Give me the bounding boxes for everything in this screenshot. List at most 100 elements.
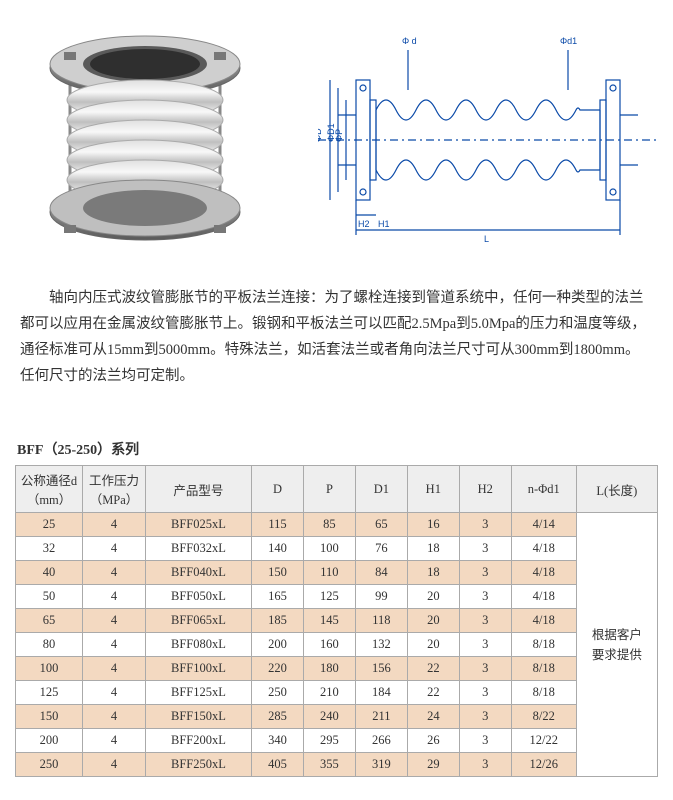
diagram-label-H1: H1: [378, 219, 390, 229]
cell-H1: 20: [407, 585, 459, 609]
cell-P: 180: [303, 657, 355, 681]
cell-H2: 3: [459, 513, 511, 537]
description-text: 轴向内压式波纹管膨胀节的平板法兰连接：为了螺栓连接到管道系统中，任何一种类型的法…: [15, 285, 658, 389]
cell-H2: 3: [459, 729, 511, 753]
cell-D: 405: [251, 753, 303, 777]
cell-D1: 118: [355, 609, 407, 633]
cell-D: 185: [251, 609, 303, 633]
diagram-label-phi-P: ΦP: [334, 129, 344, 142]
cell-D: 250: [251, 681, 303, 705]
cell-mpa: 4: [83, 513, 146, 537]
table-row: 404BFF040xL150110841834/18: [16, 561, 658, 585]
spec-table: 公称通径d（mm） 工作压力（MPa） 产品型号 D P D1 H1 H2 n-…: [15, 465, 658, 777]
engineering-diagram: Φ d Φd1 ΦD ΦD1 ΦP H2 H1 L: [318, 30, 658, 250]
table-row: 254BFF025xL11585651634/14根据客户要求提供: [16, 513, 658, 537]
cell-mpa: 4: [83, 633, 146, 657]
th-d: 公称通径d（mm）: [16, 466, 83, 513]
th-mpa: 工作压力（MPa）: [83, 466, 146, 513]
table-row: 324BFF032xL140100761834/18: [16, 537, 658, 561]
cell-D: 340: [251, 729, 303, 753]
cell-mpa: 4: [83, 681, 146, 705]
cell-H1: 20: [407, 609, 459, 633]
cell-nd1: 4/14: [511, 513, 576, 537]
diagram-label-H2: H2: [358, 219, 370, 229]
diagram-label-phi-d1: Φd1: [560, 36, 577, 46]
table-row: 1004BFF100xL2201801562238/18: [16, 657, 658, 681]
cell-nd1: 12/22: [511, 729, 576, 753]
cell-H2: 3: [459, 609, 511, 633]
cell-nd1: 4/18: [511, 609, 576, 633]
cell-nd1: 8/18: [511, 657, 576, 681]
table-row: 2504BFF250xL40535531929312/26: [16, 753, 658, 777]
cell-D: 200: [251, 633, 303, 657]
cell-d: 250: [16, 753, 83, 777]
cell-H1: 20: [407, 633, 459, 657]
cell-H2: 3: [459, 657, 511, 681]
cell-d: 150: [16, 705, 83, 729]
cell-H1: 24: [407, 705, 459, 729]
cell-H1: 18: [407, 561, 459, 585]
cell-D1: 99: [355, 585, 407, 609]
cell-model: BFF032xL: [145, 537, 251, 561]
cell-H2: 3: [459, 705, 511, 729]
cell-P: 100: [303, 537, 355, 561]
cell-mpa: 4: [83, 585, 146, 609]
top-image-row: Φ d Φd1 ΦD ΦD1 ΦP H2 H1 L: [15, 10, 658, 270]
cell-P: 355: [303, 753, 355, 777]
cell-d: 125: [16, 681, 83, 705]
cell-mpa: 4: [83, 609, 146, 633]
cell-nd1: 4/18: [511, 537, 576, 561]
cell-nd1: 4/18: [511, 561, 576, 585]
cell-d: 65: [16, 609, 83, 633]
cell-d: 80: [16, 633, 83, 657]
table-row: 2004BFF200xL34029526626312/22: [16, 729, 658, 753]
th-L: L(长度): [576, 466, 657, 513]
th-P: P: [303, 466, 355, 513]
cell-P: 125: [303, 585, 355, 609]
table-row: 654BFF065xL1851451182034/18: [16, 609, 658, 633]
cell-P: 295: [303, 729, 355, 753]
cell-model: BFF125xL: [145, 681, 251, 705]
cell-D: 150: [251, 561, 303, 585]
cell-H1: 22: [407, 681, 459, 705]
cell-P: 240: [303, 705, 355, 729]
cell-D1: 266: [355, 729, 407, 753]
cell-mpa: 4: [83, 705, 146, 729]
table-row: 1254BFF125xL2502101842238/18: [16, 681, 658, 705]
th-H2: H2: [459, 466, 511, 513]
cell-model: BFF040xL: [145, 561, 251, 585]
th-H1: H1: [407, 466, 459, 513]
cell-H2: 3: [459, 753, 511, 777]
cell-H2: 3: [459, 561, 511, 585]
cell-D1: 84: [355, 561, 407, 585]
cell-D: 220: [251, 657, 303, 681]
cell-length-merged: 根据客户要求提供: [576, 513, 657, 777]
cell-d: 100: [16, 657, 83, 681]
diagram-label-phi-D: ΦD: [318, 128, 323, 142]
cell-nd1: 8/18: [511, 633, 576, 657]
table-row: 1504BFF150xL2852402112438/22: [16, 705, 658, 729]
diagram-label-phi-d: Φ d: [402, 36, 417, 46]
cell-H2: 3: [459, 537, 511, 561]
cell-d: 40: [16, 561, 83, 585]
cell-H1: 18: [407, 537, 459, 561]
cell-P: 85: [303, 513, 355, 537]
cell-d: 32: [16, 537, 83, 561]
cell-D1: 76: [355, 537, 407, 561]
cell-nd1: 4/18: [511, 585, 576, 609]
cell-mpa: 4: [83, 729, 146, 753]
cell-H1: 16: [407, 513, 459, 537]
cell-mpa: 4: [83, 537, 146, 561]
cell-nd1: 12/26: [511, 753, 576, 777]
cell-mpa: 4: [83, 561, 146, 585]
cell-P: 110: [303, 561, 355, 585]
cell-model: BFF080xL: [145, 633, 251, 657]
cell-D1: 319: [355, 753, 407, 777]
cell-model: BFF200xL: [145, 729, 251, 753]
cell-mpa: 4: [83, 657, 146, 681]
cell-D1: 132: [355, 633, 407, 657]
cell-nd1: 8/18: [511, 681, 576, 705]
cell-H1: 29: [407, 753, 459, 777]
th-D1: D1: [355, 466, 407, 513]
cell-H1: 26: [407, 729, 459, 753]
